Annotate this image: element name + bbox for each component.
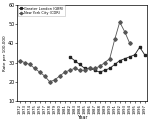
- New York City (CDR): [79, 69, 81, 71]
- Legend: Greater London (GBR), New York City (CDR): Greater London (GBR), New York City (CDR…: [18, 5, 65, 16]
- Greater London (GBR): [104, 69, 106, 71]
- New York City (CDR): [94, 68, 96, 69]
- New York City (CDR): [59, 75, 61, 77]
- New York City (CDR): [89, 68, 91, 69]
- Line: Greater London (GBR): Greater London (GBR): [68, 46, 146, 73]
- Greater London (GBR): [109, 68, 111, 69]
- Greater London (GBR): [134, 54, 136, 56]
- New York City (CDR): [124, 31, 126, 32]
- New York City (CDR): [54, 79, 56, 81]
- X-axis label: Year: Year: [77, 115, 87, 120]
- Greater London (GBR): [89, 68, 91, 69]
- New York City (CDR): [34, 68, 36, 69]
- Greater London (GBR): [114, 64, 116, 65]
- Greater London (GBR): [119, 60, 121, 61]
- New York City (CDR): [69, 69, 71, 71]
- Greater London (GBR): [79, 64, 81, 65]
- New York City (CDR): [24, 62, 26, 63]
- New York City (CDR): [109, 58, 111, 59]
- New York City (CDR): [19, 60, 21, 61]
- New York City (CDR): [44, 75, 46, 77]
- New York City (CDR): [29, 64, 31, 65]
- New York City (CDR): [84, 69, 86, 71]
- New York City (CDR): [129, 43, 131, 44]
- Greater London (GBR): [74, 60, 76, 61]
- New York City (CDR): [39, 71, 41, 73]
- Greater London (GBR): [129, 56, 131, 58]
- New York City (CDR): [104, 62, 106, 63]
- Greater London (GBR): [94, 69, 96, 71]
- Greater London (GBR): [124, 58, 126, 59]
- New York City (CDR): [64, 71, 66, 73]
- Line: New York City (CDR): New York City (CDR): [18, 21, 131, 83]
- Y-axis label: Rate per 100,000: Rate per 100,000: [3, 35, 7, 71]
- New York City (CDR): [74, 68, 76, 69]
- Greater London (GBR): [144, 54, 146, 56]
- Greater London (GBR): [139, 46, 141, 48]
- New York City (CDR): [114, 39, 116, 40]
- New York City (CDR): [49, 81, 51, 83]
- Greater London (GBR): [99, 71, 101, 73]
- Greater London (GBR): [69, 56, 71, 58]
- Greater London (GBR): [84, 68, 86, 69]
- New York City (CDR): [99, 66, 101, 67]
- New York City (CDR): [119, 21, 121, 23]
